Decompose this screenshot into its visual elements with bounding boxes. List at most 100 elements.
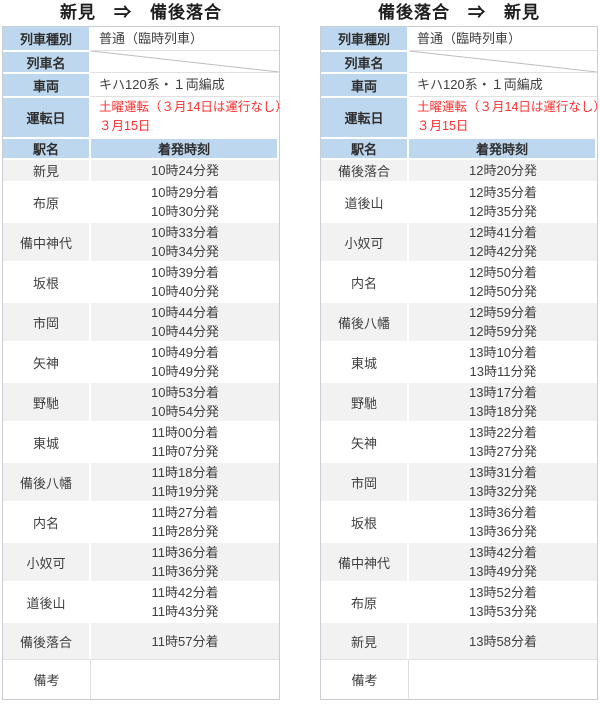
time-entry: 11時36分発 <box>151 564 219 579</box>
time-entry: 13時36分発 <box>469 524 537 539</box>
info-row-value <box>409 50 597 72</box>
info-row-label: 運転日 <box>3 96 91 137</box>
info-row: 列車名 <box>3 50 279 72</box>
info-row-label: 運転日 <box>321 96 409 137</box>
time-entry: 10時33分着 <box>151 225 219 240</box>
station-column-header: 駅名 <box>321 137 409 158</box>
station-rows: 備後落合 12時20分発 道後山 12時35分着 12時35分発 小奴可 12時4… <box>321 158 597 659</box>
operating-day-line: ３月15日 <box>99 119 151 133</box>
info-row-label: 列車名 <box>321 50 409 72</box>
timetable-inbound: 備後落合 ⇒ 新見 列車種別 普通（臨時列車） 列車名 車両 キハ120系・１両… <box>320 2 598 713</box>
info-row-value: キハ120系・１両編成 <box>409 72 597 96</box>
station-times: 10時44分着 10時44分発 <box>91 301 279 341</box>
station-name: 野馳 <box>3 381 91 421</box>
info-row: 運転日 土曜運転（３月14日は運行なし） ３月15日 <box>321 96 597 137</box>
info-row-value: 普通（臨時列車） <box>91 27 279 50</box>
station-name: 小奴可 <box>321 221 409 261</box>
station-name: 備後八幡 <box>321 301 409 341</box>
info-row: 車両 キハ120系・１両編成 <box>321 72 597 96</box>
info-rows: 列車種別 普通（臨時列車） 列車名 車両 キハ120系・１両編成 運転日 土曜運… <box>3 27 279 137</box>
info-row-label: 車両 <box>3 72 91 96</box>
station-row: 布原 10時29分着 10時30分発 <box>3 181 279 221</box>
time-entry: 11時00分着 <box>151 425 219 440</box>
time-entry: 10時29分着 <box>151 185 219 200</box>
station-times: 12時20分発 <box>409 158 597 181</box>
station-row: 道後山 11時42分着 11時43分発 <box>3 581 279 621</box>
station-name: 新見 <box>321 621 409 659</box>
time-entry: 10時30分発 <box>151 204 219 219</box>
info-row: 列車種別 普通（臨時列車） <box>321 27 597 50</box>
station-rows: 新見 10時24分発 布原 10時29分着 10時30分発 備中神代 10時33分… <box>3 158 279 659</box>
station-name: 新見 <box>3 158 91 181</box>
time-entry: 11時42分着 <box>151 585 219 600</box>
station-name: 内名 <box>321 261 409 301</box>
station-name: 内名 <box>3 501 91 541</box>
time-entry: 10時49分発 <box>151 364 219 379</box>
time-entry: 13時52分着 <box>469 585 537 600</box>
station-name: 野馳 <box>321 381 409 421</box>
time-column-header: 着発時刻 <box>91 137 279 158</box>
station-name: 備後八幡 <box>3 461 91 501</box>
station-times: 13時10分着 13時11分発 <box>409 341 597 381</box>
station-row: 坂根 13時36分着 13時36分発 <box>321 501 597 541</box>
station-name: 矢神 <box>3 341 91 381</box>
time-entry: 10時34分発 <box>151 244 219 259</box>
info-row: 車両 キハ120系・１両編成 <box>3 72 279 96</box>
station-times: 13時17分着 13時18分発 <box>409 381 597 421</box>
time-entry: 10時44分発 <box>151 324 219 339</box>
time-entry: 13時32分発 <box>469 484 537 499</box>
diagonal-slash-icon <box>91 51 279 72</box>
station-row: 道後山 12時35分着 12時35分発 <box>321 181 597 221</box>
station-times: 10時33分着 10時34分発 <box>91 221 279 261</box>
timetable-title: 備後落合 ⇒ 新見 <box>378 3 540 22</box>
time-entry: 10時40分発 <box>151 284 219 299</box>
station-row: 備中神代 10時33分着 10時34分発 <box>3 221 279 261</box>
info-row-label: 列車種別 <box>321 27 409 50</box>
station-row: 備後落合 11時57分着 <box>3 621 279 659</box>
time-entry: 12時35分着 <box>469 185 537 200</box>
info-row-label: 列車種別 <box>3 27 91 50</box>
time-entry: 12時59分着 <box>469 305 537 320</box>
station-times: 13時52分着 13時53分発 <box>409 581 597 621</box>
station-times: 12時50分着 12時50分発 <box>409 261 597 301</box>
station-name: 備後落合 <box>3 621 91 659</box>
time-entry: 13時49分発 <box>469 564 537 579</box>
station-times: 11時36分着 11時36分発 <box>91 541 279 581</box>
time-entry: 12時35分発 <box>469 204 537 219</box>
station-row: 東城 11時00分着 11時07分発 <box>3 421 279 461</box>
station-name: 市岡 <box>3 301 91 341</box>
time-entry: 10時49分着 <box>151 345 219 360</box>
remarks-value <box>91 659 279 699</box>
time-entry: 13時18分発 <box>469 404 537 419</box>
time-entry: 11時28分発 <box>151 524 219 539</box>
diagonal-slash-icon <box>409 51 597 72</box>
station-times: 10時53分着 10時54分発 <box>91 381 279 421</box>
info-row-label: 車両 <box>321 72 409 96</box>
time-entry: 13時10分着 <box>469 345 537 360</box>
station-name: 小奴可 <box>3 541 91 581</box>
operating-day-line: 土曜運転（３月14日は運行なし） <box>417 100 597 114</box>
station-times: 10時24分発 <box>91 158 279 181</box>
info-row-value <box>91 50 279 72</box>
station-row: 備中神代 13時42分着 13時49分発 <box>321 541 597 581</box>
remarks-value <box>409 659 597 699</box>
station-times: 13時42分着 13時49分発 <box>409 541 597 581</box>
time-entry: 13時53分発 <box>469 604 537 619</box>
info-rows: 列車種別 普通（臨時列車） 列車名 車両 キハ120系・１両編成 運転日 土曜運… <box>321 27 597 137</box>
time-entry: 11時57分着 <box>151 633 219 649</box>
time-entry: 10時53分着 <box>151 385 219 400</box>
remarks-row: 備考 <box>321 659 597 699</box>
info-row-value: 土曜運転（３月14日は運行なし） ３月15日 <box>91 96 279 137</box>
station-times: 12時41分着 12時42分発 <box>409 221 597 261</box>
time-entry: 10時44分着 <box>151 305 219 320</box>
station-row: 坂根 10時39分着 10時40分発 <box>3 261 279 301</box>
operating-day-line: 土曜運転（３月14日は運行なし） <box>99 100 279 114</box>
station-name: 矢神 <box>321 421 409 461</box>
station-times: 12時35分着 12時35分発 <box>409 181 597 221</box>
station-row: 市岡 10時44分着 10時44分発 <box>3 301 279 341</box>
timetable-table: 列車種別 普通（臨時列車） 列車名 車両 キハ120系・１両編成 運転日 土曜運… <box>2 26 280 700</box>
station-row: 備後八幡 11時18分着 11時19分発 <box>3 461 279 501</box>
station-times: 12時59分着 12時59分発 <box>409 301 597 341</box>
column-header-row: 駅名 着発時刻 <box>321 137 597 158</box>
